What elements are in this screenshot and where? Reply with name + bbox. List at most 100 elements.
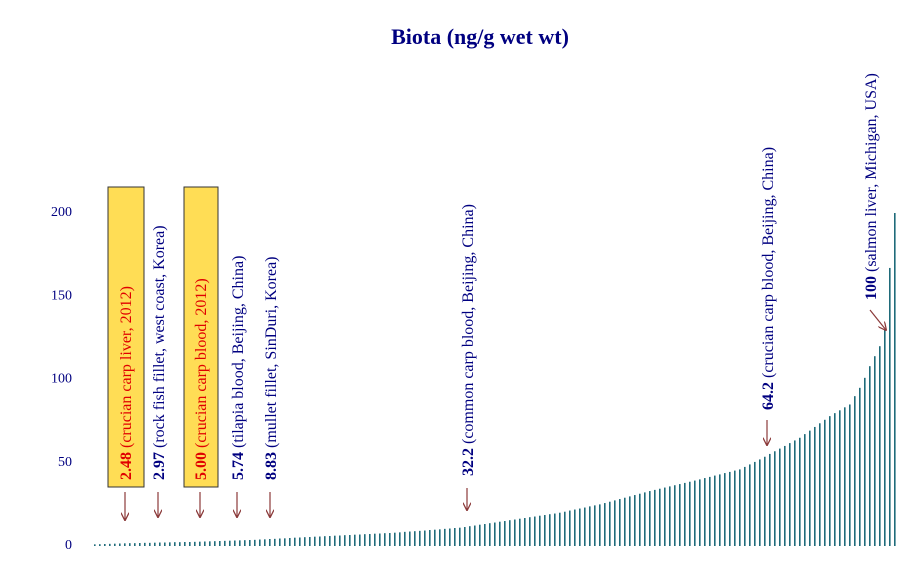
- bar: [789, 443, 791, 546]
- bar: [409, 531, 411, 546]
- bar: [459, 527, 461, 546]
- bar: [649, 491, 651, 546]
- bar: [369, 534, 371, 546]
- bar: [529, 517, 531, 546]
- bar: [779, 448, 781, 546]
- bar: [514, 519, 516, 546]
- bar: [494, 522, 496, 546]
- bar: [94, 544, 96, 546]
- bar: [559, 512, 561, 546]
- annotation-text: (mullet fillet, SinDuri, Korea): [263, 256, 280, 448]
- bar: [859, 387, 861, 546]
- bar: [384, 533, 386, 546]
- bar: [199, 541, 201, 546]
- annotation-text: (crucian carp liver, 2012): [118, 286, 135, 448]
- bar: [334, 535, 336, 546]
- bar: [684, 482, 686, 546]
- bar: [229, 540, 231, 546]
- bar: [729, 471, 731, 546]
- bar: [344, 535, 346, 546]
- bar: [764, 456, 766, 546]
- bar: [484, 524, 486, 546]
- bar: [564, 511, 566, 546]
- bar: [584, 507, 586, 546]
- bar: [809, 430, 811, 546]
- annotation-text: (crucian carp blood, Beijing, China): [760, 147, 777, 378]
- bar: [594, 505, 596, 546]
- bar: [624, 497, 626, 546]
- bar: [269, 539, 271, 546]
- bar: [644, 492, 646, 546]
- bar: [289, 538, 291, 546]
- bar: [769, 453, 771, 546]
- bar: [354, 534, 356, 546]
- y-tick-label: 0: [65, 538, 72, 553]
- bar: [679, 484, 681, 546]
- bar: [709, 476, 711, 546]
- bar: [329, 536, 331, 546]
- bar: [349, 535, 351, 546]
- bar: [104, 544, 106, 546]
- annotation: 2.48 (crucian carp liver, 2012): [118, 286, 135, 480]
- bar: [119, 543, 121, 546]
- bar: [419, 530, 421, 546]
- bar: [704, 478, 706, 546]
- bar: [309, 537, 311, 546]
- bar: [574, 509, 576, 546]
- annotation: 64.2 (crucian carp blood, Beijing, China…: [760, 147, 777, 410]
- bar: [174, 542, 176, 546]
- annotation-text: (salmon liver, Michigan, USA): [863, 73, 880, 272]
- bar: [834, 413, 836, 546]
- bar: [819, 423, 821, 546]
- bar: [664, 487, 666, 546]
- bar: [339, 535, 341, 546]
- bar: [884, 329, 886, 546]
- bar: [359, 534, 361, 546]
- bar: [469, 526, 471, 546]
- bar: [714, 475, 716, 546]
- bar: [404, 531, 406, 546]
- bar: [804, 434, 806, 546]
- bar: [259, 539, 261, 546]
- annotation-value: 2.48: [118, 452, 135, 480]
- bar: [134, 543, 136, 546]
- annotation-text: (tilapia blood, Beijing, China): [230, 256, 247, 448]
- bar: [374, 533, 376, 546]
- bar: [294, 537, 296, 546]
- annotation: 5.74 (tilapia blood, Beijing, China): [230, 256, 247, 480]
- annotation-value: 2.97: [151, 452, 168, 480]
- bar: [444, 528, 446, 546]
- arrow: [869, 309, 886, 330]
- bar: [774, 451, 776, 546]
- bar: [204, 541, 206, 546]
- bar: [399, 532, 401, 546]
- bar: [169, 542, 171, 546]
- bar: [279, 538, 281, 546]
- bar: [849, 404, 851, 546]
- bar: [314, 536, 316, 546]
- annotation: 100 (salmon liver, Michigan, USA): [863, 73, 880, 300]
- bar: [629, 496, 631, 546]
- bar: [149, 542, 151, 546]
- bar: [719, 474, 721, 546]
- bar: [499, 521, 501, 546]
- bar: [754, 461, 756, 546]
- bar: [634, 495, 636, 546]
- bar: [689, 481, 691, 546]
- bar: [554, 513, 556, 546]
- bar: [744, 466, 746, 546]
- bar: [539, 515, 541, 546]
- annotation-value: 8.83: [263, 452, 280, 480]
- bar: [129, 543, 131, 546]
- chart-title: Biota (ng/g wet wt): [391, 24, 569, 49]
- bar: [154, 542, 156, 546]
- bar: [784, 445, 786, 546]
- bar: [214, 541, 216, 546]
- bar: [124, 543, 126, 546]
- annotation-text: (rock fish fillet, west coast, Korea): [151, 225, 168, 448]
- bar: [164, 542, 166, 546]
- bar: [219, 541, 221, 546]
- bar: [694, 480, 696, 546]
- bar: [519, 518, 521, 546]
